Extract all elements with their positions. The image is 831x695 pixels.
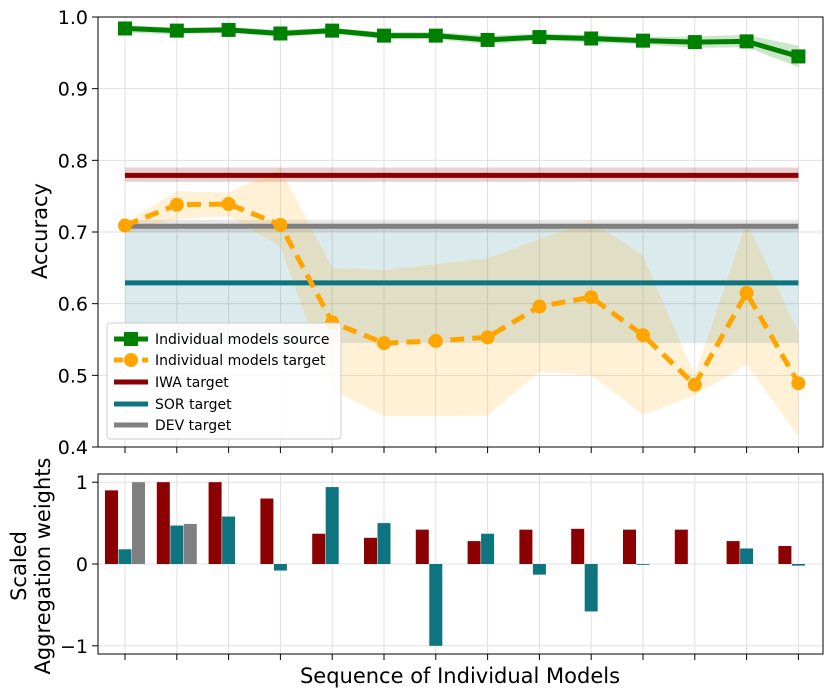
source-point [273,26,288,41]
iwa-weight-bar [312,533,326,564]
sor-weight-bar [377,523,391,564]
bottom-grid [98,474,823,654]
source-point [584,31,599,46]
source-point [325,23,340,38]
target-point [739,285,754,300]
iwa-weight-bar [623,529,636,564]
bottom-yticks: −1 0 1 [60,472,98,658]
bottom-ytick-label: −1 [60,636,88,658]
source-point [687,35,702,50]
dev-weight-bar [183,523,197,564]
source-point [118,21,132,36]
target-point [221,197,236,212]
top-ytick-label: 0.6 [58,294,88,316]
source-point [532,30,547,45]
legend-label-source: Individual models source [155,332,329,348]
legend-item-sor: SOR target [114,397,232,413]
top-ytick-label: 0.7 [58,222,88,244]
sor-weight-bar [429,564,443,646]
source-point [636,33,650,48]
iwa-weight-bar [674,529,688,564]
target-point [791,376,806,391]
sor-weight-bar [740,548,754,564]
sor-weight-bar [584,564,598,612]
sor-weight-bar [170,525,184,564]
accuracy-axis-label: Accuracy [28,183,52,279]
accuracy-panel: 0.4 0.5 0.6 0.7 0.8 0.9 1.0 Accuracy Individua… [28,7,824,459]
iwa-weight-bar [208,482,222,564]
bottom-xticks [124,654,799,660]
legend-item-iwa: IWA target [114,375,229,391]
source-point [428,28,443,43]
top-ytick-label: 0.8 [58,150,88,172]
iwa-weight-bar [519,529,533,564]
source-point [791,49,806,64]
sor-weight-bar [481,533,495,564]
iwa-weight-bar [156,482,170,564]
weights-axis-label-line1: Scaled [7,531,31,601]
weights-axis-label-line2: Aggregation weights [31,458,55,675]
source-models-line [124,25,800,59]
iwa-weight-bar [364,537,377,564]
legend-item-source: Individual models source [114,332,329,348]
top-ytick-label: 1.0 [58,7,88,29]
iwa-weight-bar [778,546,792,564]
iwa-weight-bar [260,498,274,564]
iwa-weight-bar [467,541,481,564]
top-lines [124,25,801,388]
target-point [532,299,547,314]
legend: Individual models source Individual mode… [106,322,342,440]
bottom-ytick-label: 1 [76,472,88,494]
target-point [273,217,288,232]
sor-weight-bar [636,564,650,565]
sor-weight-bar [118,549,132,564]
top-grid [98,16,823,448]
legend-label-iwa: IWA target [155,375,229,391]
target-point [169,197,184,212]
target-point [636,328,650,343]
legend-box [106,322,342,440]
legend-label-dev: DEV target [155,418,232,434]
target-point [118,218,132,233]
source-point [377,28,391,43]
legend-item-dev: DEV target [114,418,232,434]
iwa-weight-bar [415,529,429,564]
target-point [377,336,391,351]
target-models-band [125,168,799,437]
dev-weight-bar [132,482,145,564]
target-point [428,333,443,348]
sor-weight-bar [222,516,236,564]
target-point [480,330,495,345]
top-ytick-label: 0.5 [58,365,88,387]
source-point [169,23,184,38]
sor-weight-bar [325,487,339,564]
x-axis-label: Sequence of Individual Models [300,664,620,688]
source-point [739,34,754,49]
sor-weight-bar [532,564,546,575]
weight-bars [105,482,805,646]
source-point [221,22,236,37]
iwa-weight-bar [571,528,585,564]
target-models-line [124,201,801,388]
target-point [584,290,599,305]
top-ytick-label: 0.9 [58,79,88,101]
legend-item-target: Individual models target [114,353,326,369]
bottom-ytick-label: 0 [76,554,88,576]
source-point [480,32,495,47]
legend-label-target: Individual models target [155,353,326,369]
sor-weight-bar [273,564,287,571]
weights-panel: −1 0 1 Scaled Aggregation weights Sequence… [7,458,824,688]
source-models-band [125,24,799,68]
top-xticks [124,447,799,453]
target-point [687,377,702,392]
sor-weight-bar [791,564,805,566]
iwa-weight-bar [726,541,740,564]
legend-label-sor: SOR target [155,397,232,413]
top-markers [118,21,806,392]
top-ytick-label: 0.4 [58,437,88,459]
iwa-weight-bar [105,490,118,564]
top-yticks: 0.4 0.5 0.6 0.7 0.8 0.9 1.0 [58,7,98,459]
